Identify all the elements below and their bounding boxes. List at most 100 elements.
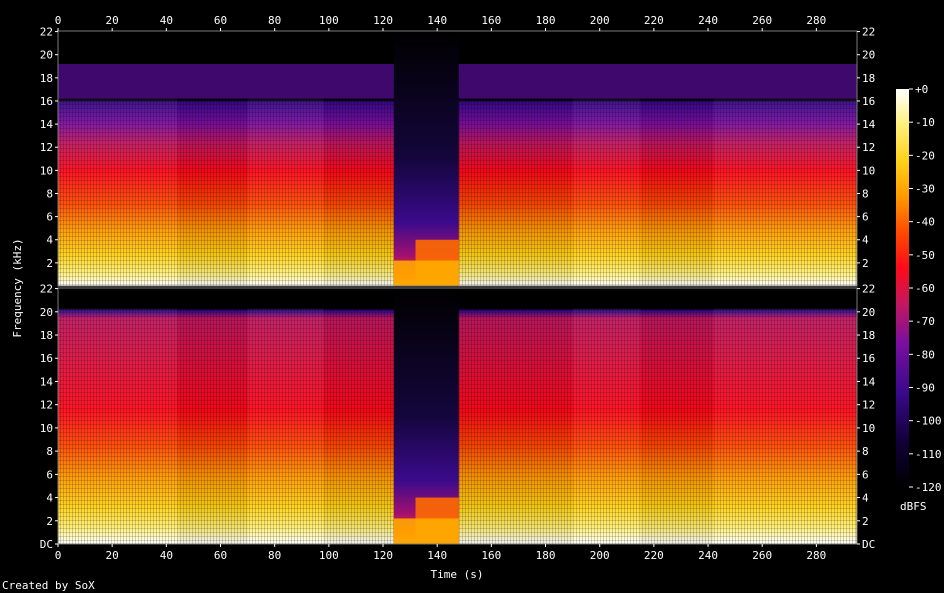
y-tick-label-right: 22 (862, 26, 875, 39)
colorbar-tick-label: -30 (915, 183, 935, 196)
x-tick-label-top: 180 (536, 14, 556, 27)
x-tick-label-top: 120 (373, 14, 393, 27)
y-tick-label-left: 10 (40, 164, 53, 177)
x-tick-label-bottom: 240 (698, 549, 718, 562)
y-tick-label-left: 4 (46, 234, 53, 247)
y-tick-label-left: 6 (46, 468, 53, 481)
y-tick-label-left: 14 (40, 375, 54, 388)
y-tick-label-right: 14 (862, 375, 876, 388)
x-tick-label-top: 100 (319, 14, 339, 27)
y-tick-label-right: 10 (862, 164, 875, 177)
colorbar-tick-label: -110 (915, 448, 942, 461)
y-tick-label-right: 12 (862, 399, 875, 412)
x-tick-label-top: 240 (698, 14, 718, 27)
y-tick-label-left: 22 (40, 283, 53, 296)
x-tick-label-top: 140 (427, 14, 447, 27)
x-axis-label: Time (s) (431, 568, 484, 581)
gap-low-top (393, 260, 459, 286)
y-tick-label-left: 6 (46, 211, 53, 224)
y-tick-label-left: 18 (40, 329, 53, 342)
y-tick-label-left: 2 (46, 257, 53, 270)
x-tick-label-bottom: 40 (160, 549, 173, 562)
x-tick-label-top: 20 (106, 14, 119, 27)
x-tick-label-top: 40 (160, 14, 173, 27)
y-tick-label-right: 22 (862, 283, 875, 296)
y-tick-label-right: 20 (862, 49, 875, 62)
colorbar-tick-label: -90 (915, 382, 935, 395)
y-tick-label-right: 2 (862, 515, 869, 528)
colorbar-tick-label: -120 (915, 481, 942, 494)
colorbar-label: dBFS (900, 500, 927, 513)
y-tick-label-right: 10 (862, 422, 875, 435)
y-tick-label-left: 18 (40, 72, 53, 85)
x-tick-label-bottom: 280 (806, 549, 826, 562)
y-tick-label-left: 4 (46, 492, 53, 505)
colorbar-tick-label: -50 (915, 249, 935, 262)
x-tick-label-bottom: 80 (268, 549, 281, 562)
plot-frame-top (57, 30, 858, 287)
colorbar-tick-label: -10 (915, 116, 935, 129)
x-tick-label-top: 280 (806, 14, 826, 27)
gap-low-bottom (393, 518, 459, 544)
y-tick-label-right: 16 (862, 95, 875, 108)
colorbar (896, 89, 909, 487)
y-tick-label-right: 4 (862, 492, 869, 505)
x-tick-label-bottom: 120 (373, 549, 393, 562)
y-tick-label-left: 16 (40, 352, 53, 365)
y-tick-label-right: 8 (862, 187, 869, 200)
y-tick-label-right: 12 (862, 141, 875, 154)
y-tick-label-left: 12 (40, 399, 53, 412)
x-tick-label-top: 160 (481, 14, 501, 27)
y-tick-label-right: 6 (862, 211, 869, 224)
colorbar-tick-label: -60 (915, 282, 935, 295)
y-tick-label-left: 12 (40, 141, 53, 154)
x-tick-label-bottom: 140 (427, 549, 447, 562)
x-tick-label-bottom: 260 (752, 549, 772, 562)
y-tick-label-left: 20 (40, 306, 53, 319)
y-tick-label-left: 22 (40, 26, 53, 39)
y-tick-label-right: 2 (862, 257, 869, 270)
x-tick-label-top: 0 (55, 14, 62, 27)
plot-frame-bottom (57, 287, 858, 545)
x-tick-label-bottom: 220 (644, 549, 664, 562)
y-tick-label-right: 14 (862, 118, 876, 131)
x-tick-label-bottom: 200 (590, 549, 610, 562)
x-tick-label-top: 80 (268, 14, 281, 27)
y-axis-label: Frequency (kHz) (11, 238, 24, 337)
y-tick-label-right: 6 (862, 468, 869, 481)
colorbar-tick-label: +0 (915, 83, 928, 96)
y-tick-label-right: 18 (862, 329, 875, 342)
y-tick-label-left: DC (40, 538, 53, 551)
y-tick-label-right: 8 (862, 445, 869, 458)
x-tick-label-bottom: 100 (319, 549, 339, 562)
x-tick-label-top: 260 (752, 14, 772, 27)
colorbar-tick-label: -100 (915, 415, 942, 428)
x-tick-label-bottom: 0 (55, 549, 62, 562)
x-tick-label-bottom: 160 (481, 549, 501, 562)
x-tick-label-top: 220 (644, 14, 664, 27)
colorbar-tick-label: -20 (915, 149, 935, 162)
y-tick-label-left: 20 (40, 49, 53, 62)
y-tick-label-right: 18 (862, 72, 875, 85)
colorbar-ticks: +0 -10 -20 -30 -40 -50 -60 -70 -80 -90 -100 -110 -12… (909, 83, 942, 494)
y-tick-label-right: DC (862, 538, 875, 551)
x-tick-label-bottom: 180 (536, 549, 556, 562)
spectrogram-plots (58, 31, 857, 544)
x-tick-label-top: 200 (590, 14, 610, 27)
y-tick-label-left: 16 (40, 95, 53, 108)
x-tick-label-bottom: 20 (106, 549, 119, 562)
y-tick-label-right: 16 (862, 352, 875, 365)
y-tick-label-left: 8 (46, 445, 53, 458)
y-tick-label-left: 2 (46, 515, 53, 528)
y-tick-label-left: 14 (40, 118, 54, 131)
credit-text: Created by SoX (2, 579, 95, 592)
colorbar-tick-label: -80 (915, 348, 935, 361)
y-tick-label-left: 10 (40, 422, 53, 435)
x-tick-label-bottom: 60 (214, 549, 227, 562)
colorbar-tick-label: -40 (915, 216, 935, 229)
y-tick-label-left: 8 (46, 187, 53, 200)
x-tick-label-top: 60 (214, 14, 227, 27)
y-tick-label-right: 20 (862, 306, 875, 319)
